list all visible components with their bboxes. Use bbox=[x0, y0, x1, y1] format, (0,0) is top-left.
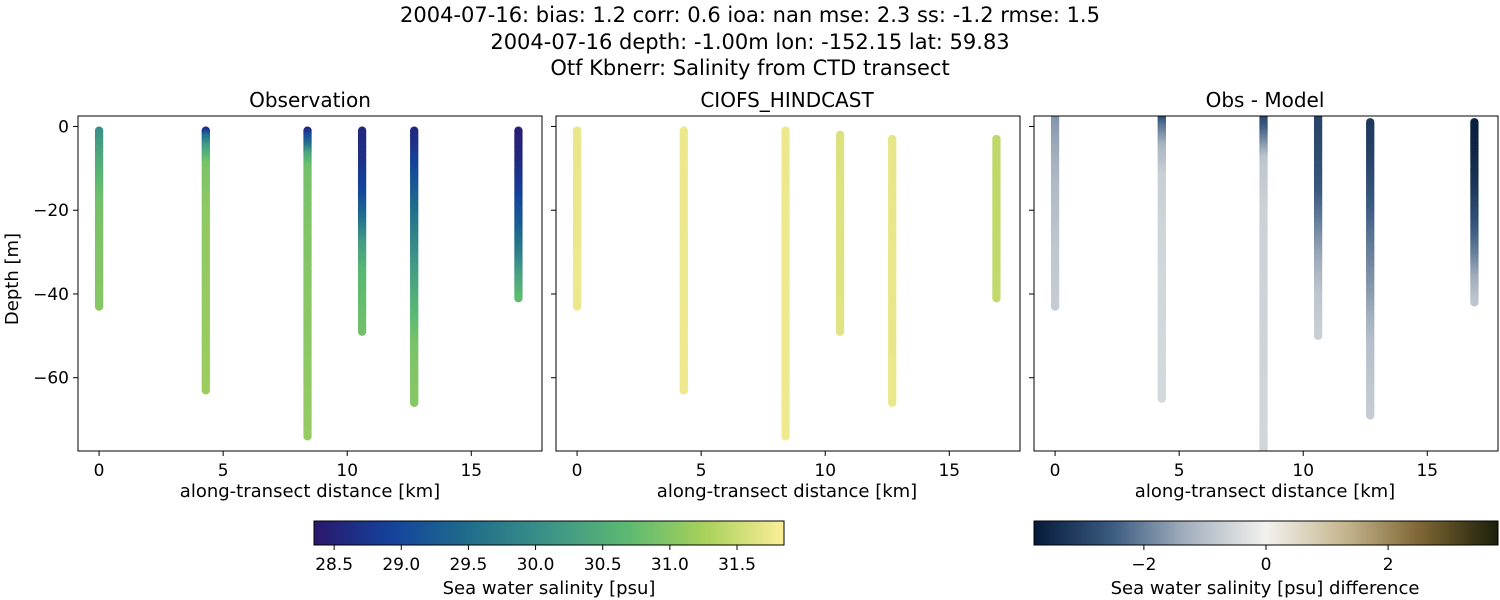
data-point bbox=[781, 432, 790, 441]
colorbar-difference: Sea water salinity [psu] difference −2 0 2 bbox=[1033, 520, 1499, 599]
colorbar-tick-label: 30.0 bbox=[517, 555, 555, 575]
cast-model-5 bbox=[888, 134, 897, 408]
data-point bbox=[1470, 298, 1479, 307]
x-tick-label: 5 bbox=[1174, 461, 1185, 481]
x-tick-label: 0 bbox=[1050, 461, 1061, 481]
panel-title-observation: Observation bbox=[249, 88, 371, 112]
colorbar-tick-label: 29.5 bbox=[449, 555, 487, 575]
data-point bbox=[1259, 453, 1267, 461]
cast-difference-4 bbox=[1313, 116, 1323, 341]
panel-difference: Obs - Model along-transect distance [km]… bbox=[1029, 88, 1499, 502]
cast-model-6 bbox=[992, 134, 1001, 303]
colorbar-label-salinity: Sea water salinity [psu] bbox=[443, 578, 656, 599]
data-point bbox=[1259, 455, 1267, 463]
panel-title-model: CIOFS_HINDCAST bbox=[700, 88, 874, 112]
x-axis-label-observation: along-transect distance [km] bbox=[180, 481, 440, 502]
y-tick-label: −40 bbox=[33, 285, 69, 305]
scatter-points-observation bbox=[94, 126, 523, 441]
cast-difference-3 bbox=[1259, 116, 1268, 465]
data-point bbox=[1157, 394, 1166, 403]
figure-title: 2004-07-16: bias: 1.2 corr: 0.6 ioa: nan… bbox=[400, 3, 1100, 80]
panel-model: CIOFS_HINDCAST along-transect distance [… bbox=[551, 88, 1021, 502]
cast-difference-5 bbox=[1366, 118, 1375, 420]
colorbar-gradient-difference bbox=[1033, 520, 1499, 546]
x-tick-label: 0 bbox=[572, 461, 583, 481]
colorbar-gradient-salinity bbox=[313, 520, 785, 546]
colorbar-tick-label: 2 bbox=[1383, 555, 1394, 575]
x-tick-label: 10 bbox=[1292, 461, 1314, 481]
scatter-points-model bbox=[572, 126, 1001, 441]
colorbar-tick-label: 31.0 bbox=[651, 555, 689, 575]
y-axis-label: Depth [m] bbox=[2, 233, 23, 325]
cast-difference-6 bbox=[1470, 118, 1479, 307]
colorbar-tick-label: 31.5 bbox=[718, 555, 756, 575]
cast-model-2 bbox=[679, 126, 688, 395]
x-tick-label: 15 bbox=[460, 461, 482, 481]
x-tick-label: 0 bbox=[94, 461, 105, 481]
data-point bbox=[835, 327, 845, 336]
x-tick-label: 15 bbox=[938, 461, 960, 481]
figure-title-line-3: Otf Kbnerr: Salinity from CTD transect bbox=[550, 56, 949, 80]
y-tick-label: −20 bbox=[33, 201, 69, 221]
x-tick-label: 10 bbox=[814, 461, 836, 481]
data-point bbox=[1050, 302, 1060, 311]
panel-title-difference: Obs - Model bbox=[1206, 88, 1325, 112]
colorbar-salinity: Sea water salinity [psu] 28.5 29.0 29.5 30.… bbox=[313, 520, 785, 599]
data-point bbox=[201, 386, 210, 395]
colorbar-tick-label: 0 bbox=[1261, 555, 1272, 575]
data-point bbox=[410, 398, 419, 408]
colorbar-label-difference: Sea water salinity [psu] difference bbox=[1111, 578, 1420, 599]
data-point bbox=[1313, 331, 1323, 341]
data-point bbox=[357, 327, 367, 336]
colorbar-tick-label: −2 bbox=[1131, 555, 1156, 575]
cast-observation-3 bbox=[303, 126, 312, 441]
cast-observation-6 bbox=[514, 126, 523, 303]
cast-observation-5 bbox=[410, 126, 419, 408]
data-point bbox=[1259, 457, 1267, 465]
data-point bbox=[1366, 411, 1375, 420]
cast-difference-2 bbox=[1157, 116, 1166, 403]
data-point bbox=[1263, 450, 1264, 451]
plot-frame-observation bbox=[77, 115, 543, 452]
panel-observation: Observation Depth [m] along-transect dis… bbox=[2, 88, 543, 502]
cast-model-1 bbox=[572, 126, 582, 311]
cast-observation-1 bbox=[94, 126, 104, 311]
data-point bbox=[992, 293, 1001, 303]
x-tick-label: 10 bbox=[336, 461, 358, 481]
scatter-points-difference bbox=[1050, 116, 1479, 465]
x-tick-label: 5 bbox=[696, 461, 707, 481]
y-tick-label: 0 bbox=[58, 117, 69, 137]
cast-observation-2 bbox=[201, 126, 210, 395]
data-point bbox=[572, 302, 582, 311]
x-tick-label: 15 bbox=[1416, 461, 1438, 481]
data-point bbox=[888, 398, 897, 408]
cast-model-3 bbox=[781, 126, 790, 441]
x-tick-label: 5 bbox=[218, 461, 229, 481]
x-axis-label-model: along-transect distance [km] bbox=[657, 481, 917, 502]
plot-frame-difference bbox=[1033, 115, 1499, 452]
plot-frame-model bbox=[555, 115, 1021, 452]
data-point bbox=[679, 386, 688, 395]
cast-observation-4 bbox=[357, 126, 367, 336]
x-axis-label-difference: along-transect distance [km] bbox=[1135, 481, 1395, 502]
figure-title-line-2: 2004-07-16 depth: -1.00m lon: -152.15 la… bbox=[490, 30, 1009, 54]
data-point bbox=[94, 302, 104, 311]
y-tick-label: −60 bbox=[33, 369, 69, 389]
data-point bbox=[303, 432, 312, 441]
cast-model-4 bbox=[835, 130, 845, 336]
colorbar-tick-label: 29.0 bbox=[382, 555, 420, 575]
cast-difference-1 bbox=[1050, 116, 1060, 311]
figure-title-line-1: 2004-07-16: bias: 1.2 corr: 0.6 ioa: nan… bbox=[400, 3, 1100, 27]
data-point bbox=[1259, 448, 1268, 451]
data-point bbox=[514, 293, 523, 303]
colorbar-tick-label: 30.5 bbox=[584, 555, 622, 575]
colorbar-tick-label: 28.5 bbox=[315, 555, 353, 575]
